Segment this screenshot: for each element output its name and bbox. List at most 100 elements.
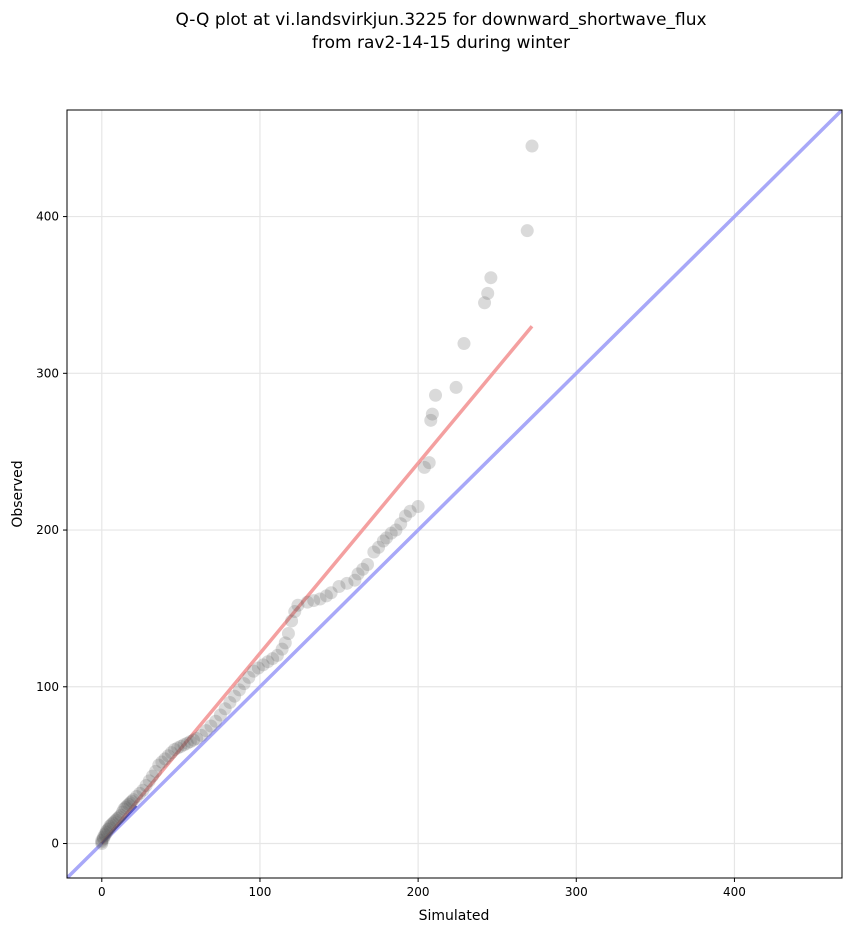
data-point xyxy=(199,724,213,738)
x-tick-label: 0 xyxy=(98,885,106,899)
data-point xyxy=(130,789,144,803)
data-point xyxy=(168,742,182,756)
data-point xyxy=(111,811,125,825)
data-point xyxy=(376,534,390,548)
data-point xyxy=(114,808,128,822)
y-axis-label: Observed xyxy=(10,460,26,527)
data-point xyxy=(389,523,403,537)
data-point xyxy=(449,380,463,394)
data-point xyxy=(398,509,412,523)
data-point xyxy=(164,746,178,760)
data-point xyxy=(109,813,123,827)
data-point xyxy=(218,702,232,716)
data-point xyxy=(270,648,284,662)
data-point xyxy=(139,779,153,793)
data-point xyxy=(115,805,129,819)
data-point xyxy=(394,517,408,531)
data-point xyxy=(525,139,539,153)
data-point xyxy=(261,655,275,669)
data-point xyxy=(180,736,194,750)
data-point xyxy=(98,829,112,843)
data-point xyxy=(307,594,321,608)
data-point xyxy=(319,589,333,603)
data-point xyxy=(96,832,110,846)
data-point xyxy=(120,799,134,813)
data-point xyxy=(340,576,354,590)
data-point xyxy=(417,460,431,474)
data-point xyxy=(291,598,305,612)
data-point xyxy=(372,540,386,554)
data-point xyxy=(213,708,227,722)
x-tick-label: 300 xyxy=(565,885,588,899)
data-point xyxy=(122,797,136,811)
data-point xyxy=(177,738,191,752)
data-point xyxy=(194,728,208,742)
plot-area-frame xyxy=(66,109,843,879)
data-point xyxy=(98,827,112,841)
data-point xyxy=(403,504,417,518)
data-point xyxy=(103,821,117,835)
data-point xyxy=(104,818,118,832)
grid-lines xyxy=(67,110,842,878)
data-point xyxy=(285,614,299,628)
data-point xyxy=(266,652,280,666)
x-tick-label: 400 xyxy=(723,885,746,899)
data-point xyxy=(103,819,117,833)
data-point xyxy=(379,531,393,545)
data-point xyxy=(288,605,302,619)
data-point xyxy=(429,388,443,402)
data-point xyxy=(457,337,471,351)
data-point xyxy=(520,224,534,238)
data-point xyxy=(183,735,197,749)
data-point xyxy=(190,732,204,746)
data-point xyxy=(313,592,327,606)
scatter-points xyxy=(95,139,539,851)
y-tick-label: 100 xyxy=(36,680,59,694)
data-point xyxy=(484,271,498,285)
data-point xyxy=(351,567,365,581)
data-point xyxy=(228,689,242,703)
data-point xyxy=(425,407,439,421)
data-point xyxy=(107,815,121,829)
data-point xyxy=(300,595,314,609)
data-point xyxy=(142,774,156,788)
chart-title-line-1: Q-Q plot at vi.landsvirkjun.3225 for dow… xyxy=(175,10,706,30)
data-point xyxy=(106,816,120,830)
x-tick-label: 200 xyxy=(407,885,430,899)
data-point xyxy=(96,830,110,844)
axis-ticks: 0 100 200 300 400 0 100 200 300 400 xyxy=(36,210,746,899)
data-point xyxy=(204,719,218,733)
data-point xyxy=(324,586,338,600)
data-point xyxy=(237,677,251,691)
data-point xyxy=(149,764,163,778)
data-point xyxy=(126,793,140,807)
data-point xyxy=(100,824,114,838)
data-point xyxy=(161,749,175,763)
chart-title-line-2: from rav2-14-15 during winter xyxy=(312,33,570,53)
data-point xyxy=(232,683,246,697)
data-point xyxy=(125,794,139,808)
data-point xyxy=(123,796,137,810)
data-point xyxy=(411,500,425,514)
data-point xyxy=(119,800,133,814)
data-point xyxy=(251,661,265,675)
data-point xyxy=(422,456,436,470)
y-tick-label: 300 xyxy=(36,366,59,380)
data-point xyxy=(361,558,375,572)
data-point xyxy=(384,526,398,540)
data-point xyxy=(247,664,261,678)
data-point xyxy=(152,758,166,772)
data-point xyxy=(332,579,346,593)
y-tick-label: 0 xyxy=(51,837,59,851)
data-point xyxy=(155,755,169,769)
data-point xyxy=(158,752,172,766)
data-point xyxy=(112,810,126,824)
data-point xyxy=(367,545,381,559)
data-point xyxy=(424,413,438,427)
x-axis-label: Simulated xyxy=(419,908,490,924)
data-point xyxy=(95,837,109,851)
data-point xyxy=(281,626,295,640)
plot-series xyxy=(67,110,842,878)
data-point xyxy=(242,670,256,684)
